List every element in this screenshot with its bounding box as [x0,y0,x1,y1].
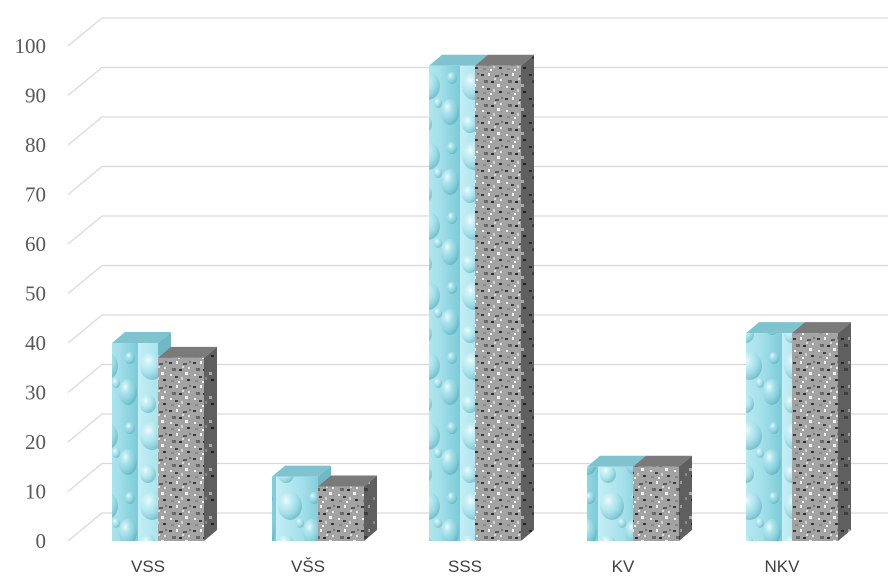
bar-nkv-series-1 [746,322,805,541]
gridline [67,215,888,245]
y-tick-label: 20 [25,430,46,454]
x-tick-label: NKV [765,557,801,576]
gridline [67,264,888,294]
x-tick-label: SSS [448,557,482,576]
gridline [67,165,888,195]
gridline [67,116,888,146]
gridline [67,314,888,344]
gridline [67,363,888,393]
y-tick-label: 50 [25,282,46,306]
y-tick-label: 0 [36,529,47,553]
bar-sss-series-2 [475,54,534,542]
y-tick-label: 30 [25,381,46,405]
bar-vss-series-2 [158,346,217,541]
bar-všs-series-2 [318,475,377,541]
bar-kv-series-2 [633,455,692,541]
x-tick-label: VSS [131,557,165,576]
bar-nkv-series-2 [792,322,851,541]
gridline [67,413,888,443]
x-tick-label: VŠS [291,557,325,576]
gridline [67,66,888,96]
y-tick-label: 100 [15,34,47,58]
x-tick-label: KV [612,557,635,576]
y-tick-label: 90 [25,84,46,108]
gridline [67,17,888,47]
y-tick-label: 70 [25,183,46,207]
y-tick-label: 10 [25,480,46,504]
y-tick-label: 40 [25,331,46,355]
y-tick-label: 80 [25,133,46,157]
y-tick-label: 60 [25,232,46,256]
